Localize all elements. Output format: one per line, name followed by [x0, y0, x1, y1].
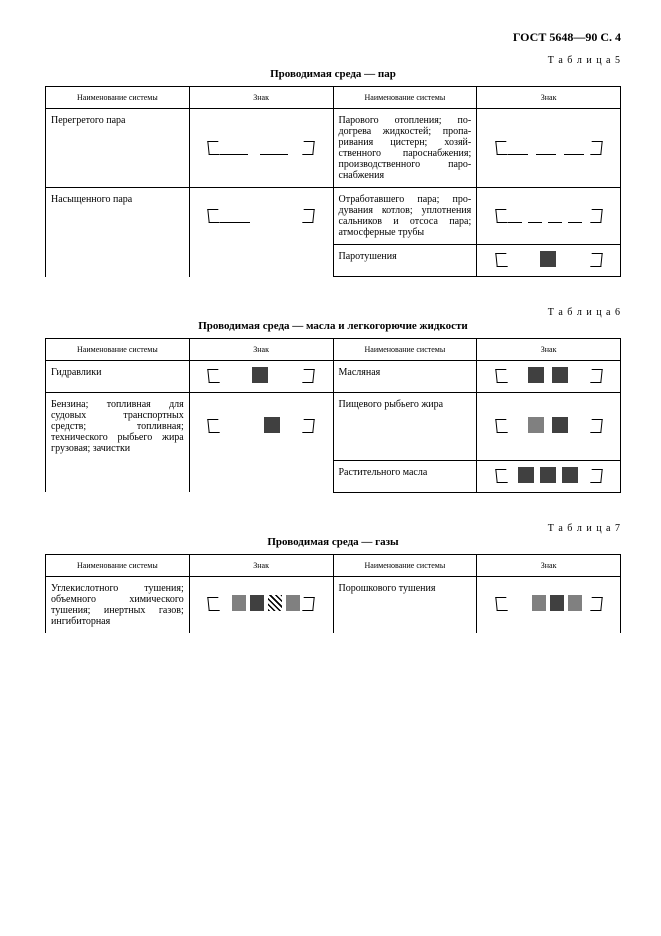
table-row: Гидравлики Масляная	[46, 361, 621, 393]
col-header-name: Наименование системы	[333, 87, 477, 109]
system-name-cell: Бензина; топливная для судовых транспорт…	[46, 393, 190, 461]
col-header-name: Наименование системы	[46, 339, 190, 361]
system-name-cell	[46, 460, 190, 492]
sign-cell	[477, 361, 621, 393]
sign-cell	[189, 188, 333, 245]
table-title: Проводимая среда — масла и легкогорючие …	[45, 320, 621, 332]
sign-cell	[189, 460, 333, 492]
sign-cell	[477, 188, 621, 245]
sign-cell	[477, 460, 621, 492]
system-name-cell: Растительного масла	[333, 460, 477, 492]
system-name-cell: Паротушения	[333, 245, 477, 277]
table-row: Насыщенного пара Отработавшего пара; про­…	[46, 188, 621, 245]
table-title: Проводимая среда — пар	[45, 68, 621, 80]
sign-cell	[189, 361, 333, 393]
col-header-name: Наименование системы	[46, 554, 190, 576]
col-header-sign: Знак	[189, 339, 333, 361]
col-header-sign: Знак	[477, 87, 621, 109]
table-row: Углекислотного тушения; объемного химиче…	[46, 576, 621, 633]
col-header-sign: Знак	[477, 339, 621, 361]
col-header-name: Наименование системы	[46, 87, 190, 109]
table-label: Т а б л и ц а 7	[45, 523, 621, 534]
pipe-sign-table: Наименование системыЗнакНаименование сис…	[45, 86, 621, 277]
system-name-cell: Насыщенного пара	[46, 188, 190, 245]
system-name-cell: Отработавшего пара; про­дувания котлов; …	[333, 188, 477, 245]
table-label: Т а б л и ц а 6	[45, 307, 621, 318]
table-label: Т а б л и ц а 5	[45, 55, 621, 66]
pipe-sign-table: Наименование системыЗнакНаименование сис…	[45, 554, 621, 633]
system-name-cell: Пищевого рыбьего жира	[333, 393, 477, 461]
tables-container: Т а б л и ц а 5 Проводимая среда — пар Наи…	[45, 55, 621, 633]
table-row: Бензина; топливная для судовых транспорт…	[46, 393, 621, 461]
sign-cell	[189, 245, 333, 277]
col-header-sign: Знак	[189, 554, 333, 576]
sign-cell	[477, 109, 621, 188]
col-header-sign: Знак	[189, 87, 333, 109]
system-name-cell: Углекислотного тушения; объемного химиче…	[46, 576, 190, 633]
table-row: Растительного масла	[46, 460, 621, 492]
sign-cell	[477, 393, 621, 461]
sign-cell	[477, 245, 621, 277]
system-name-cell: Перегретого пара	[46, 109, 190, 188]
page-header: ГОСТ 5648—90 С. 4	[45, 30, 621, 45]
table-title: Проводимая среда — газы	[45, 536, 621, 548]
system-name-cell	[46, 245, 190, 277]
col-header-name: Наименование системы	[333, 339, 477, 361]
table-row: Паротушения	[46, 245, 621, 277]
sign-cell	[189, 576, 333, 633]
col-header-sign: Знак	[477, 554, 621, 576]
pipe-sign-table: Наименование системыЗнакНаименование сис…	[45, 338, 621, 493]
sign-cell	[189, 393, 333, 461]
system-name-cell: Масляная	[333, 361, 477, 393]
sign-cell	[477, 576, 621, 633]
sign-cell	[189, 109, 333, 188]
col-header-name: Наименование системы	[333, 554, 477, 576]
system-name-cell: Гидравлики	[46, 361, 190, 393]
system-name-cell: Порошкового тушения	[333, 576, 477, 633]
table-row: Перегретого пара Парового отопления; по­д…	[46, 109, 621, 188]
system-name-cell: Парового отопления; по­догрева жидкостей…	[333, 109, 477, 188]
